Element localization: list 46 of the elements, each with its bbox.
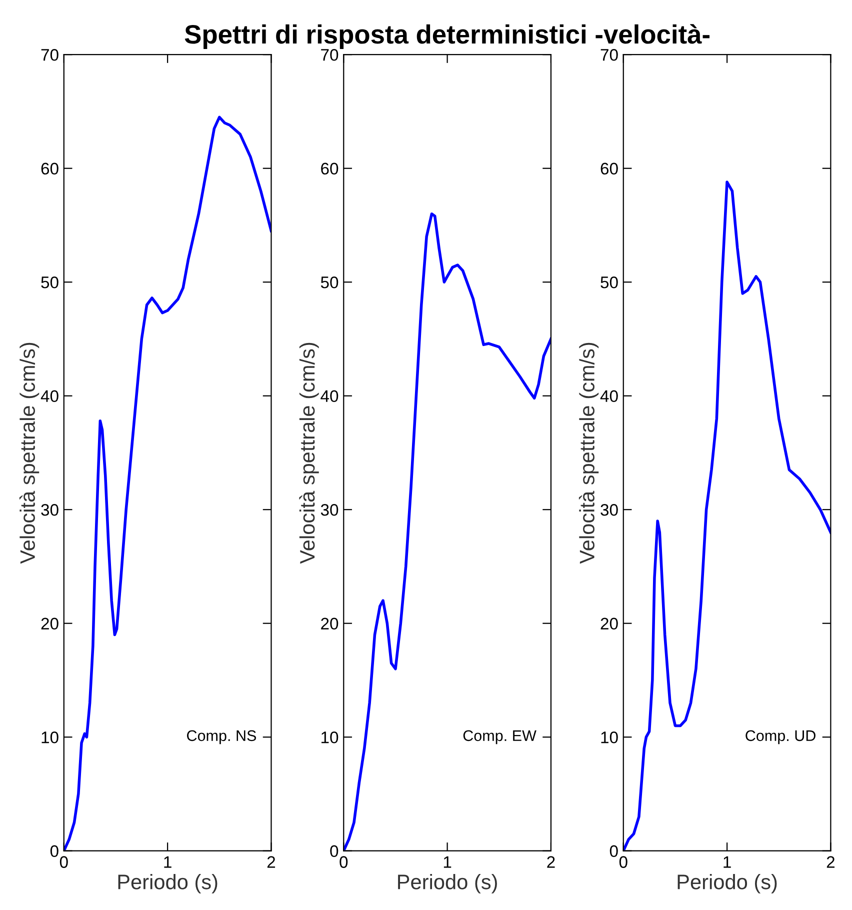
annotation: Comp. EW (463, 730, 536, 744)
y-tick-label: 20 (41, 618, 58, 630)
y-tick-label: 20 (321, 618, 338, 630)
x-tick-label: 2 (267, 856, 276, 868)
y-tick-label: 70 (321, 49, 338, 61)
x-tick-label: 0 (340, 856, 348, 868)
x-tick-label: 1 (444, 856, 452, 868)
y-axis-title: Velocità spettrale (cm/s) (578, 342, 599, 564)
x-tick-label: 2 (826, 856, 834, 868)
y-tick-label: 30 (41, 504, 58, 516)
y-tick-label: 0 (50, 845, 58, 858)
y-tick-label: 60 (41, 162, 58, 175)
y-tick-label: 40 (40, 390, 58, 402)
y-tick-label: 60 (600, 162, 618, 175)
y-tick-label: 60 (321, 162, 338, 175)
line-series (344, 212, 551, 851)
y-tick-label: 50 (600, 276, 618, 288)
x-axis-title: Periodo (s) (398, 874, 497, 894)
y-tick-label: 10 (42, 732, 58, 744)
x-tick-label: 0 (60, 856, 68, 868)
y-tick-label: 20 (600, 618, 618, 630)
y-tick-label: 50 (320, 276, 338, 288)
x-tick-label: 0 (619, 856, 628, 868)
y-tick-label: 0 (330, 845, 338, 858)
x-tick-label: 1 (164, 856, 172, 868)
y-axis-title: Velocità spettrale (cm/s) (299, 342, 319, 564)
y-tick-label: 50 (41, 276, 58, 288)
chart-title: Spettri di risposta deterministici -velocità- (184, 24, 710, 49)
y-tick-label: 70 (41, 49, 58, 61)
x-axis-title: Periodo (s) (678, 874, 777, 894)
y-tick-label: 70 (600, 49, 618, 61)
annotation: Comp. UD (746, 730, 816, 744)
y-axis-title: Velocità spettrale (cm/s) (19, 342, 40, 564)
x-tick-label: 2 (547, 856, 555, 868)
x-axis-title: Periodo (s) (118, 874, 218, 894)
y-tick-label: 40 (320, 390, 338, 402)
y-tick-label: 30 (320, 504, 338, 516)
y-tick-label: 10 (601, 732, 618, 744)
y-tick-label: 0 (610, 845, 618, 858)
y-tick-label: 30 (600, 504, 618, 516)
line-series (64, 116, 272, 851)
x-tick-label: 1 (724, 856, 731, 868)
y-tick-label: 40 (600, 390, 618, 402)
line-series (623, 180, 831, 851)
y-tick-label: 10 (322, 732, 338, 744)
annotation: Comp. NS (187, 730, 256, 744)
